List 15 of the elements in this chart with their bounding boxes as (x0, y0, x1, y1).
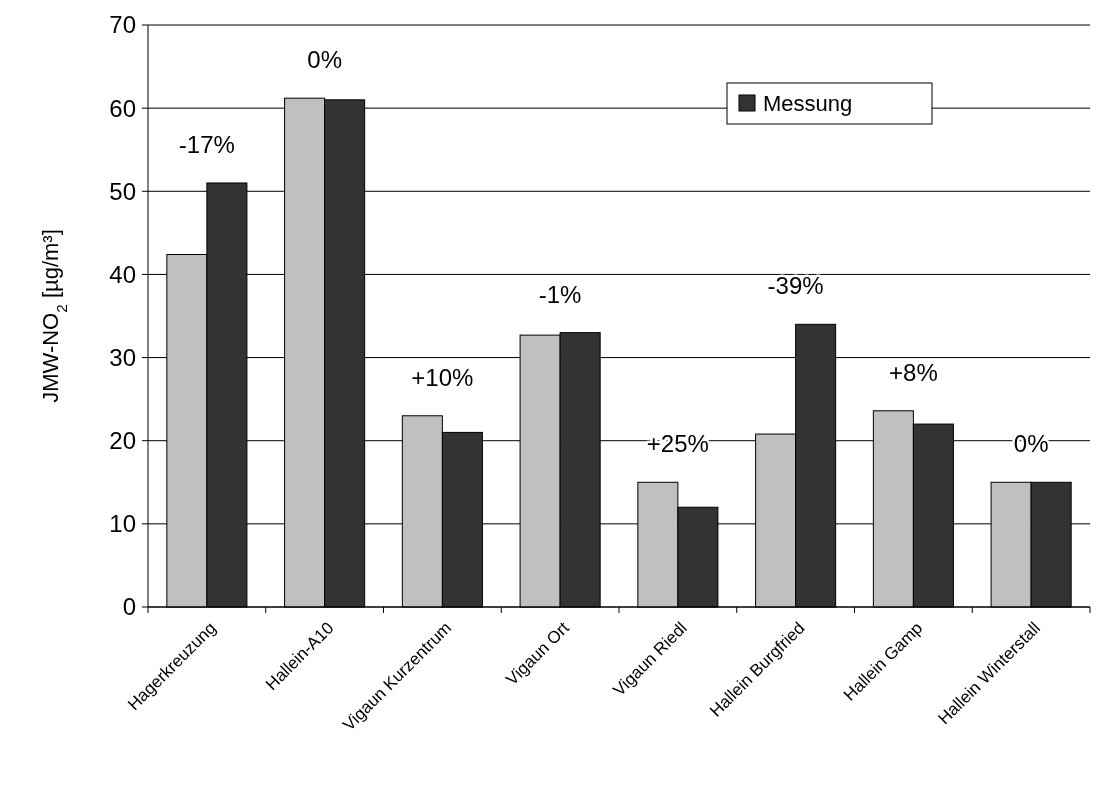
y-tick-label: 0 (122, 593, 136, 621)
annotation: -39% (767, 272, 824, 300)
y-tick-label: 60 (109, 94, 136, 122)
annotation: +10% (411, 363, 474, 391)
annotation: -17% (178, 130, 235, 158)
y-tick-label: 20 (109, 427, 136, 455)
annotation: 0% (307, 46, 342, 74)
y-tick-label: 70 (109, 11, 136, 39)
annotation: -1% (538, 280, 582, 308)
annotation: +8% (889, 358, 938, 386)
y-tick-label: 30 (109, 343, 136, 371)
y-tick-label: 50 (109, 177, 136, 205)
y-tick-label: 10 (109, 510, 136, 538)
legend-label: Messung (763, 90, 853, 116)
y-tick-label: 40 (109, 260, 136, 288)
